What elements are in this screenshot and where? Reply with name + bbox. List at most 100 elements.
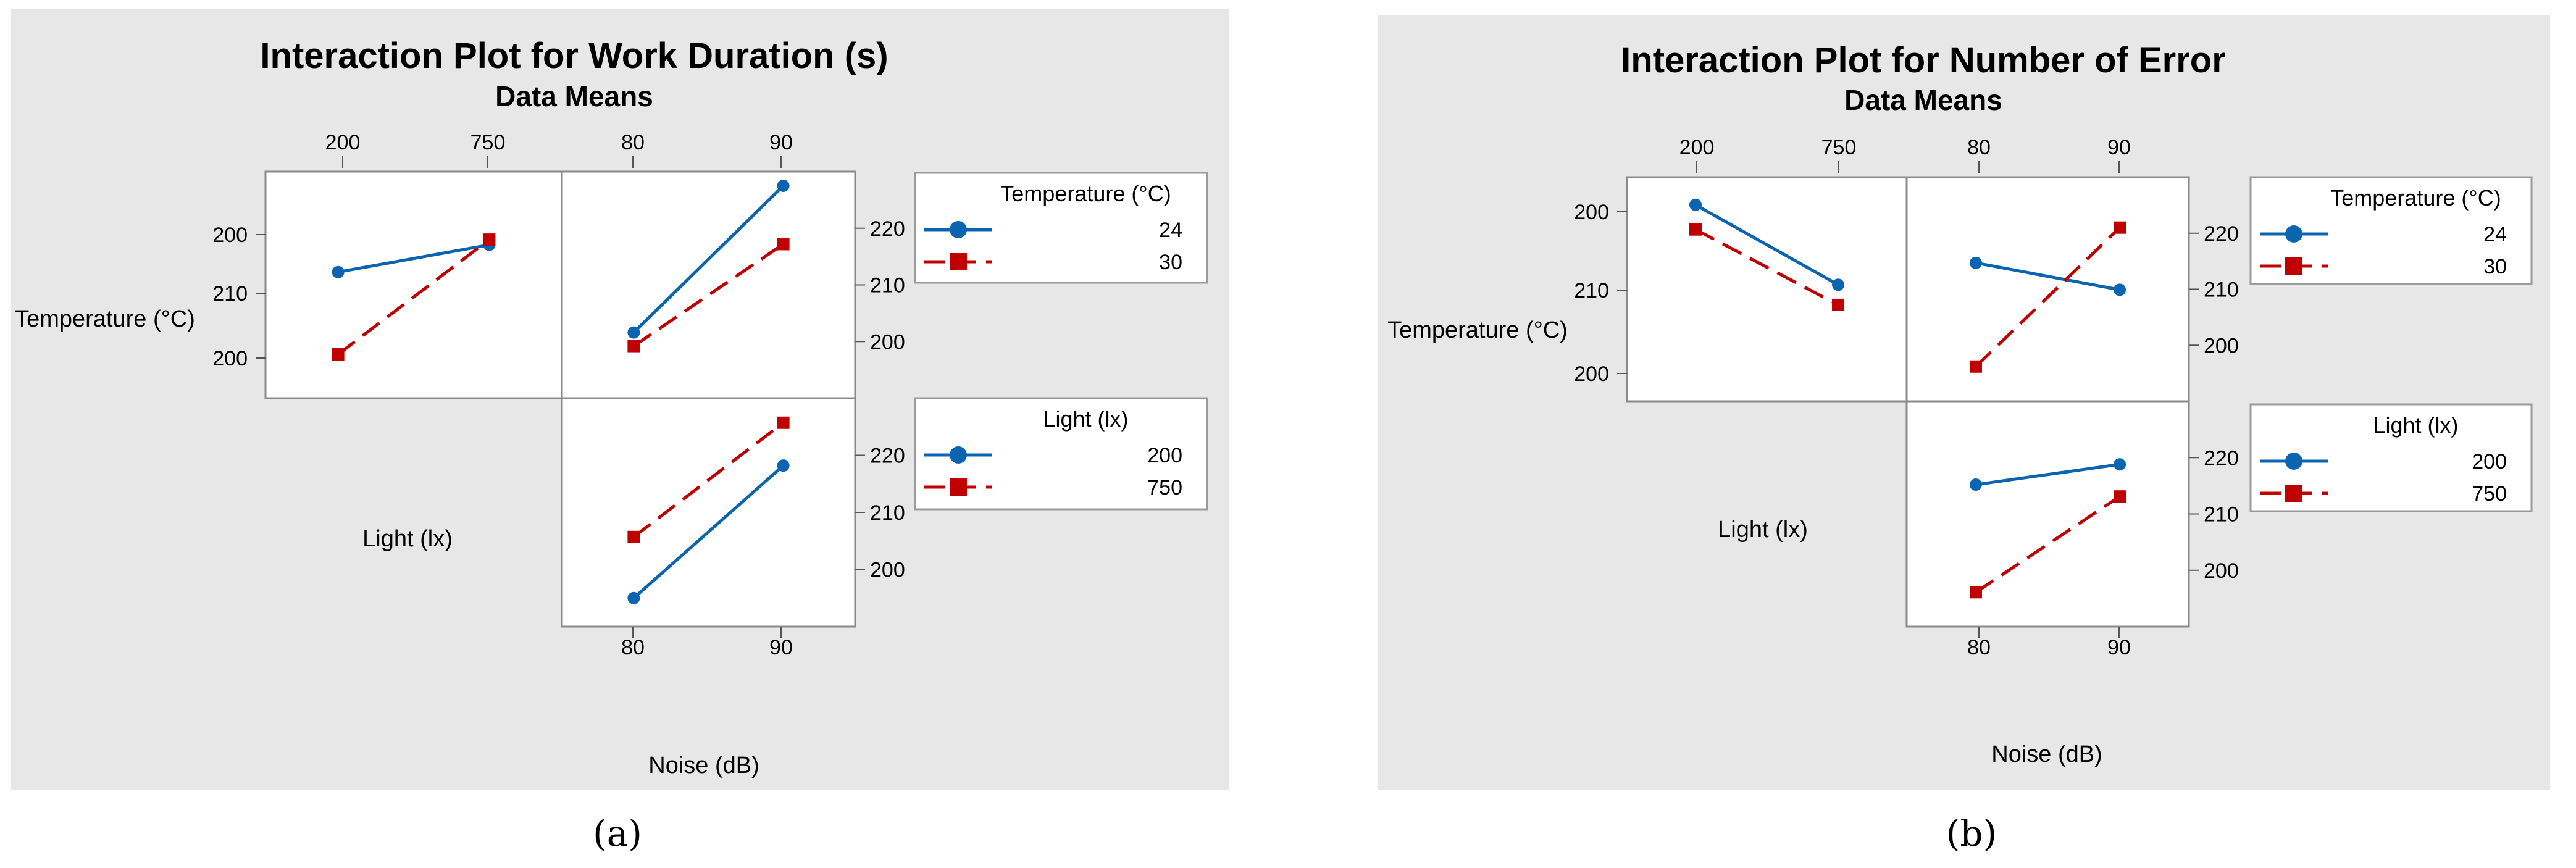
data-point-30: [2114, 221, 2126, 234]
legend-entry-label: 30: [1159, 251, 1182, 274]
right-tick-label: 220: [2204, 222, 2239, 246]
top-tick-label: 200: [1679, 136, 1715, 159]
legend-entry-label: 30: [2483, 255, 2507, 278]
data-point-30: [332, 348, 345, 361]
top-tick-label: 80: [1967, 136, 1991, 159]
series-line-750: [632, 421, 785, 538]
data-point-30: [627, 340, 640, 353]
legend-entry-label: 24: [1159, 219, 1182, 242]
legend-swatch-marker: [950, 221, 967, 238]
legend-swatch-marker: [950, 478, 967, 496]
right-tick-label: 200: [2204, 334, 2239, 357]
data-point-30: [1689, 223, 1702, 236]
legend-title: Temperature (°C): [2330, 185, 2501, 211]
data-point-200: [1969, 478, 1982, 491]
left-tick-label: 200: [212, 223, 248, 247]
data-point-30: [1832, 298, 1845, 311]
column-label-noise: Noise (dB): [648, 753, 759, 778]
data-point-24: [627, 326, 640, 339]
right-tick-label: 210: [870, 274, 905, 298]
bottom-tick-label: 90: [2107, 636, 2131, 659]
top-tick-label: 90: [2107, 136, 2131, 159]
left-tick-label: 200: [1574, 201, 1609, 224]
chart-subtitle: Data Means: [495, 80, 653, 112]
bottom-tick-label: 80: [621, 636, 645, 659]
series-line-24: [1694, 203, 1839, 286]
right-tick-label: 220: [2204, 446, 2239, 470]
legend-entry-label: 200: [1147, 444, 1182, 467]
legend-entry-label: 24: [2483, 223, 2507, 246]
legend-swatch-marker: [950, 253, 967, 270]
legend-swatch-marker: [2285, 225, 2302, 243]
legend-swatch-marker: [2285, 485, 2302, 502]
data-point-24: [1689, 198, 1702, 211]
right-tick-label: 210: [2204, 503, 2239, 527]
panel-label: (b): [1946, 812, 1997, 854]
bottom-tick-label: 80: [1967, 636, 1991, 659]
top-tick-label: 90: [769, 131, 793, 154]
subplot-temperature-light: [1626, 176, 1908, 403]
left-tick-label: 210: [212, 282, 248, 306]
data-point-24: [1969, 256, 1982, 269]
right-tick-label: 200: [870, 330, 905, 354]
legend-swatch-marker: [2285, 257, 2302, 275]
row-label-temperature: Temperature (°C): [1387, 317, 1568, 343]
legend-swatch-marker: [950, 446, 967, 464]
data-point-24: [332, 265, 345, 278]
subplot-temperature-noise: [1905, 176, 2190, 403]
right-tick-label: 200: [870, 559, 905, 582]
chart-subtitle: Data Means: [1844, 84, 2002, 116]
panel-label: (a): [593, 812, 642, 854]
right-tick-label: 220: [870, 217, 905, 241]
right-tick-label: 220: [870, 444, 905, 468]
series-line-30: [1694, 228, 1839, 307]
series-line-24: [338, 243, 490, 274]
left-tick-label: 210: [1574, 279, 1609, 303]
left-tick-label: 200: [212, 347, 248, 370]
series-line-30: [337, 238, 490, 356]
legend-entry-label: 200: [2472, 450, 2507, 474]
legend-title: Temperature (°C): [1000, 181, 1171, 206]
data-point-30: [483, 233, 496, 246]
series-line-24: [1975, 261, 2120, 291]
column-label-noise: Noise (dB): [1991, 741, 2102, 767]
legend-title: Light (lx): [2373, 412, 2458, 438]
left-tick-label: 200: [1574, 362, 1609, 386]
data-point-24: [777, 179, 790, 192]
data-point-750: [627, 530, 640, 543]
legend-title: Light (lx): [1043, 406, 1128, 432]
row-label-light: Light (lx): [1718, 517, 1808, 543]
legend-swatch-marker: [2285, 453, 2302, 470]
row-label-light: Light (lx): [362, 526, 453, 552]
data-point-30: [777, 238, 790, 251]
data-point-750: [2114, 490, 2126, 503]
bottom-tick-label: 90: [769, 636, 793, 659]
data-point-750: [777, 416, 790, 429]
right-tick-label: 210: [870, 501, 905, 525]
data-point-200: [627, 591, 640, 604]
row-label-temperature: Temperature (°C): [15, 306, 195, 332]
right-tick-label: 200: [2204, 559, 2239, 583]
legend-entry-label: 750: [1147, 476, 1182, 499]
subplot-temperature-light: [264, 170, 563, 399]
series-line-200: [632, 464, 785, 599]
top-tick-label: 200: [325, 131, 361, 154]
subplot-light-noise: [1905, 400, 2190, 628]
series-line-24: [632, 185, 785, 334]
interaction-plot-b: Interaction Plot for Number of Error Data…: [1378, 15, 2550, 854]
data-point-24: [1832, 278, 1845, 291]
series-line-200: [1975, 462, 2120, 486]
data-point-200: [2114, 458, 2126, 471]
chart-title: Interaction Plot for Number of Error: [1621, 40, 2226, 80]
subplot-light-noise: [561, 397, 856, 628]
data-point-30: [1969, 360, 1982, 373]
data-point-200: [777, 459, 790, 472]
subplot-temperature-noise: [561, 170, 856, 399]
legend-entry-label: 750: [2472, 482, 2507, 506]
data-point-750: [1969, 586, 1982, 599]
top-tick-label: 80: [621, 131, 645, 154]
chart-title: Interaction Plot for Work Duration (s): [260, 36, 888, 76]
top-tick-label: 750: [470, 131, 506, 154]
top-tick-label: 750: [1821, 136, 1857, 159]
